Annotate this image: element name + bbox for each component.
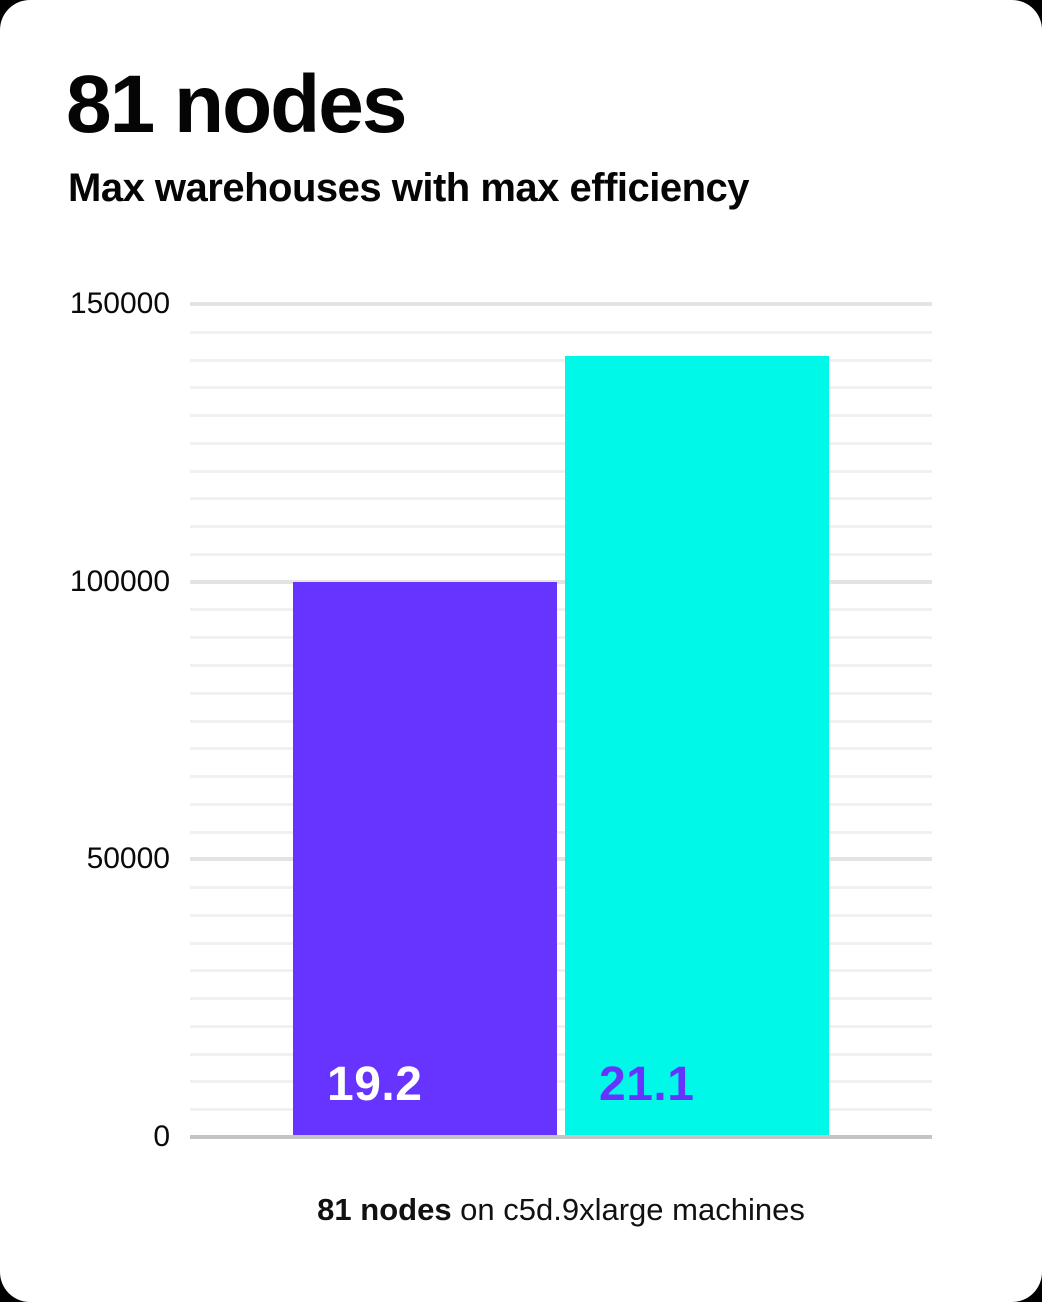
minor-gridline <box>190 469 932 473</box>
minor-gridline <box>190 386 932 390</box>
caption-bold-text: 81 nodes <box>317 1192 452 1227</box>
x-axis-line <box>190 1135 932 1139</box>
major-gridline <box>190 857 932 862</box>
minor-gridline <box>190 1080 932 1084</box>
major-gridline <box>190 579 932 584</box>
bar-19.2: 19.2 <box>293 582 557 1135</box>
minor-gridline <box>190 414 932 418</box>
minor-gridline <box>190 913 932 917</box>
y-axis-tick-label: 0 <box>153 1120 170 1153</box>
minor-gridline <box>190 1052 932 1056</box>
minor-gridline <box>190 663 932 667</box>
bar-value-label: 19.2 <box>327 1058 423 1111</box>
minor-gridline <box>190 747 932 751</box>
minor-gridline <box>190 691 932 695</box>
minor-gridline <box>190 830 932 834</box>
minor-gridline <box>190 552 932 556</box>
minor-gridline <box>190 969 932 973</box>
bar-value-label: 21.1 <box>599 1058 695 1111</box>
minor-gridline <box>190 802 932 806</box>
caption-regular-text: on c5d.9xlarge machines <box>451 1192 805 1227</box>
page-subtitle: Max warehouses with max efficiency <box>68 166 750 210</box>
minor-gridline <box>190 775 932 779</box>
major-gridline <box>190 302 932 306</box>
y-axis-tick-label: 150000 <box>69 287 170 320</box>
y-axis-tick-label: 50000 <box>86 842 170 876</box>
minor-gridline <box>190 358 932 362</box>
minor-gridline <box>190 886 932 890</box>
minor-gridline <box>190 941 932 945</box>
minor-gridline <box>190 1024 932 1028</box>
chart-caption: 81 nodes on c5d.9xlarge machines <box>190 1192 932 1228</box>
minor-gridline <box>190 1108 932 1112</box>
y-axis-tick-label: 100000 <box>69 564 170 598</box>
minor-gridline <box>190 330 932 334</box>
minor-gridline <box>190 608 932 612</box>
bar-chart-plot-area: 19.2 21.1 <box>190 302 932 1139</box>
minor-gridline <box>190 441 932 445</box>
page-title: 81 nodes <box>66 59 407 150</box>
minor-gridline <box>190 636 932 640</box>
bar-21.1: 21.1 <box>565 356 829 1135</box>
minor-gridline <box>190 525 932 529</box>
y-axis: 0 50000 100000 150000 <box>56 287 170 1153</box>
minor-gridline <box>190 997 932 1001</box>
minor-gridline <box>190 497 932 501</box>
minor-gridline <box>190 719 932 723</box>
